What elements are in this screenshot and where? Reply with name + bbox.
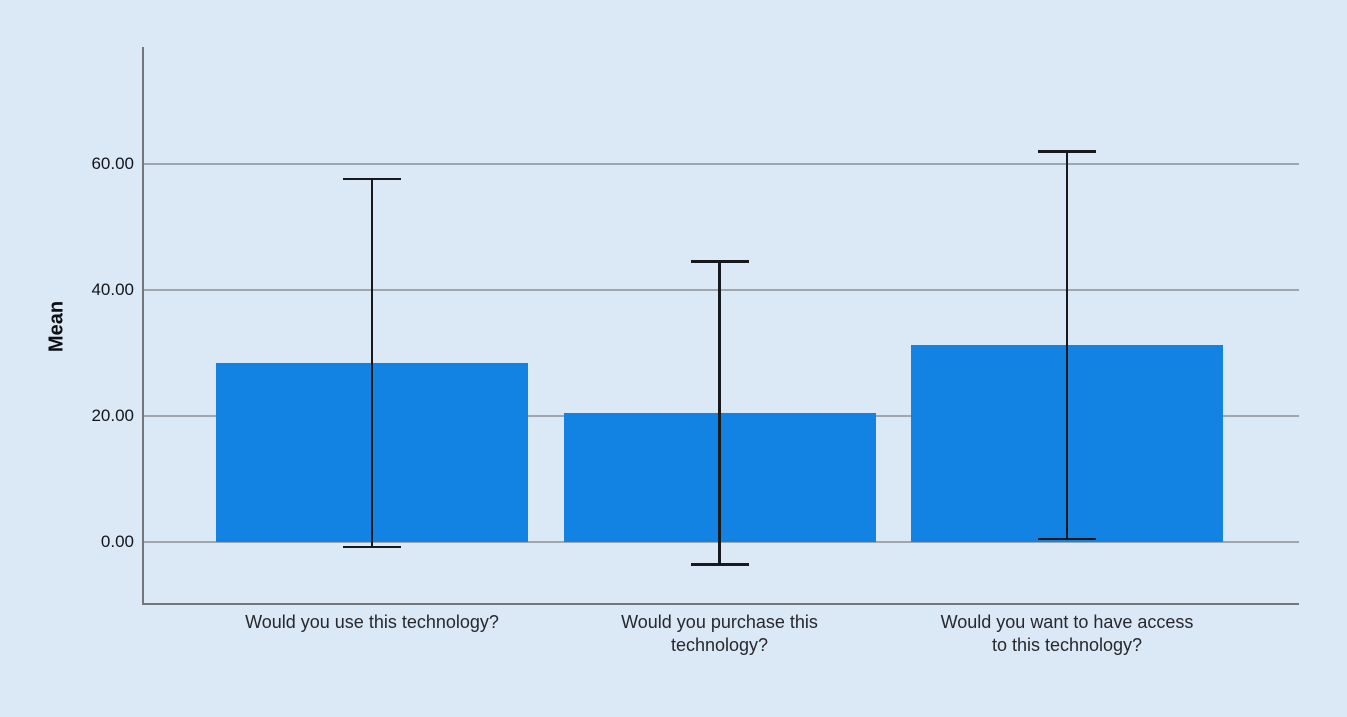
y-tick-label: 40.00	[91, 280, 134, 299]
y-tick-label: 0.00	[100, 532, 134, 551]
x-category-label: Would you use this technology?	[202, 611, 542, 634]
y-axis-line	[142, 47, 144, 605]
error-bar-top-cap	[1038, 150, 1096, 153]
x-category-label-line: Would you use this technology?	[245, 612, 499, 632]
y-tick-label: 60.00	[91, 154, 134, 173]
error-bar-bottom-cap	[343, 545, 401, 549]
error-bar-bottom-cap	[690, 563, 749, 566]
y-tick-label: 20.00	[91, 406, 134, 425]
x-category-label: Would you want to have access to this tec…	[897, 611, 1237, 657]
y-axis-title: Mean	[45, 300, 68, 353]
y-gridline	[144, 163, 1299, 165]
x-category-label: Would you purchase this technology?	[550, 611, 890, 657]
error-bar-line	[1065, 151, 1069, 539]
x-axis-line	[142, 603, 1299, 605]
error-bar-line	[718, 261, 721, 565]
x-category-label-line: to this technology?	[991, 635, 1143, 655]
error-bar-top-cap	[690, 260, 749, 263]
x-category-label-line: technology?	[670, 635, 769, 655]
error-bar-line	[370, 179, 374, 548]
y-gridline	[144, 289, 1299, 291]
y-gridline	[144, 541, 1299, 543]
x-category-label-line: Would you purchase this	[621, 612, 818, 632]
error-bar-top-cap	[343, 177, 401, 181]
x-category-label-line: Would you want to have access	[940, 612, 1194, 632]
error-bar-bottom-cap	[1038, 537, 1096, 541]
